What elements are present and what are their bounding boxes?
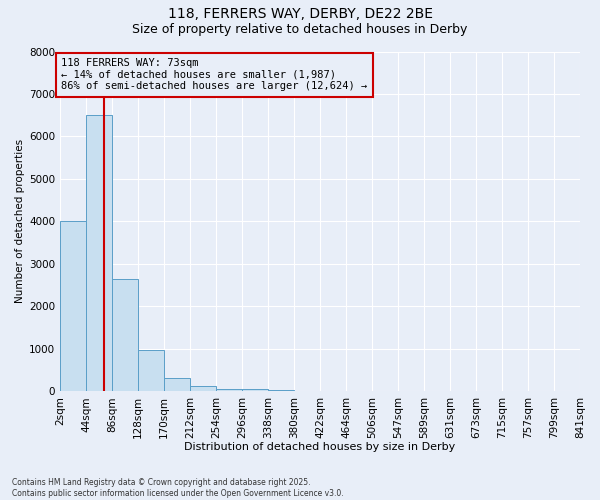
Bar [60,222,86,392]
Bar [268,390,295,392]
Text: 118 FERRERS WAY: 73sqm
← 14% of detached houses are smaller (1,987)
86% of semi-: 118 FERRERS WAY: 73sqm ← 14% of detached… [61,58,368,92]
Bar [86,115,112,392]
Bar [112,279,138,392]
Bar [216,389,242,392]
Bar [164,378,190,392]
Bar [242,390,268,392]
Y-axis label: Number of detached properties: Number of detached properties [15,140,25,304]
Text: Contains HM Land Registry data © Crown copyright and database right 2025.
Contai: Contains HM Land Registry data © Crown c… [12,478,344,498]
X-axis label: Distribution of detached houses by size in Derby: Distribution of detached houses by size … [184,442,456,452]
Bar [138,350,164,392]
Text: 118, FERRERS WAY, DERBY, DE22 2BE: 118, FERRERS WAY, DERBY, DE22 2BE [167,8,433,22]
Text: Size of property relative to detached houses in Derby: Size of property relative to detached ho… [133,22,467,36]
Bar [190,386,216,392]
